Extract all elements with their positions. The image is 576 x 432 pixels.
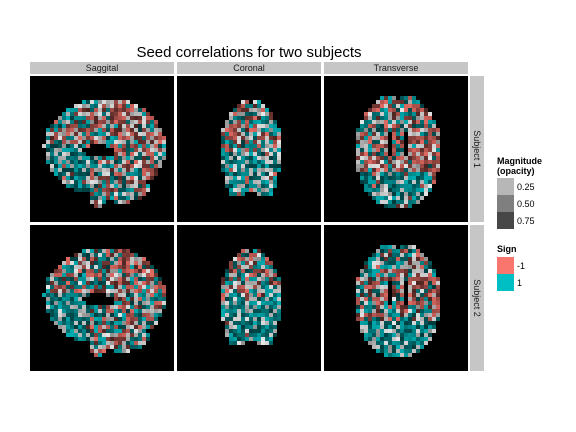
panel-subject-1-saggital (30, 76, 174, 222)
legend-sign-label-0: -1 (517, 261, 526, 271)
chart-title: Seed correlations for two subjects (136, 44, 362, 61)
legend-magnitude-label-0: 0.25 (517, 182, 535, 192)
panel-subject-2-saggital (30, 225, 174, 371)
strip-subject-2-label: Subject 2 (472, 279, 482, 317)
voxel-layer (221, 100, 281, 196)
strip-subject-1-label: Subject 1 (472, 130, 482, 168)
panel-subject-2-coronal (177, 225, 321, 371)
panel-subject-1-transverse (324, 76, 468, 222)
voxel-layer (42, 100, 166, 208)
legend-magnitude-label-1: 0.50 (517, 199, 535, 209)
legend-sign-title: Sign (497, 244, 517, 254)
panel-subject-2-transverse (324, 225, 468, 371)
voxel-layer (356, 245, 440, 357)
strip-transverse: Transverse (324, 62, 468, 74)
voxel-layer (42, 249, 166, 357)
voxel-layer (356, 96, 440, 208)
strip-subject-2: Subject 2 (470, 225, 484, 371)
legend-magnitude-key-1 (497, 195, 514, 212)
legend-sign-key-0 (497, 257, 514, 274)
legend-sign-label-1: 1 (517, 278, 523, 288)
voxel-layer (221, 249, 281, 345)
panel-subject-1-coronal (177, 76, 321, 222)
strip-saggital: Saggital (30, 62, 174, 74)
legend-magnitude-key-2 (497, 212, 514, 229)
strip-subject-1: Subject 1 (470, 76, 484, 222)
legend-magnitude-label-2: 0.75 (517, 216, 535, 226)
legend-magnitude-key-0 (497, 178, 514, 195)
strip-coronal: Coronal (177, 62, 321, 74)
legend-sign-key-1 (497, 274, 514, 291)
legend-magnitude-title: Magnitude (497, 156, 542, 166)
legend-magnitude-subtitle: (opacity) (497, 166, 535, 176)
